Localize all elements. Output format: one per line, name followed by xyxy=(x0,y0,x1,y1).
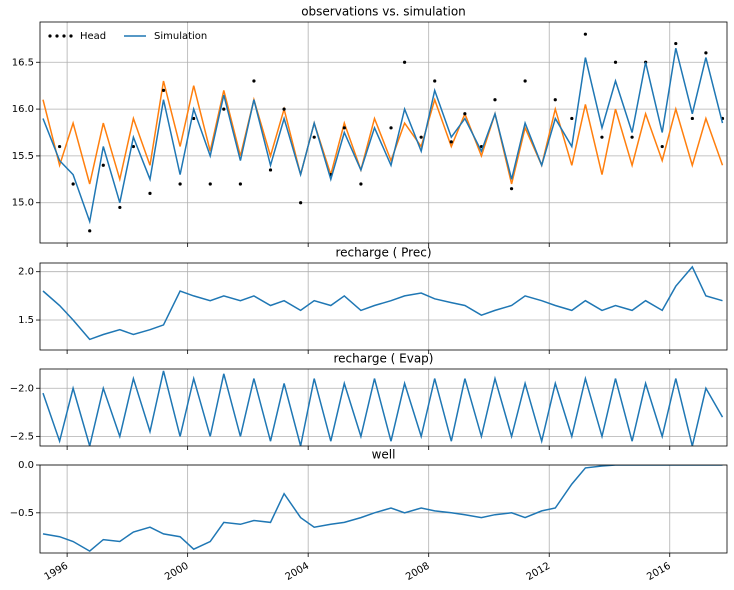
head-point xyxy=(419,135,423,139)
head-point xyxy=(509,187,514,191)
x-tick-label: 2016 xyxy=(645,561,673,583)
y-tick-label: 15.5 xyxy=(12,151,34,162)
legend-label: Head xyxy=(80,31,106,42)
head-point xyxy=(71,182,75,186)
head-point xyxy=(282,107,286,111)
head-point xyxy=(493,98,497,102)
head-point xyxy=(674,41,678,46)
x-tick-label: 2004 xyxy=(284,561,312,583)
panel-title: recharge ( Evap) xyxy=(334,352,434,366)
head-point xyxy=(630,135,634,139)
y-tick-label: −0.5 xyxy=(10,508,34,519)
head-point xyxy=(208,182,212,186)
legend-marker xyxy=(69,34,73,38)
legend-label: Simulation xyxy=(154,31,207,42)
head-point xyxy=(389,126,393,130)
head-point xyxy=(178,182,182,186)
plot-area xyxy=(42,32,725,233)
head-point xyxy=(359,182,363,186)
head-point xyxy=(553,98,557,102)
frame xyxy=(39,464,728,554)
head-point xyxy=(118,205,122,210)
frame xyxy=(39,21,728,244)
panel-title: observations vs. simulation xyxy=(301,5,466,19)
y-tick-label: 15.0 xyxy=(12,198,34,209)
head-point xyxy=(690,116,694,121)
series-line xyxy=(42,80,724,185)
x-tick-label: 2000 xyxy=(163,561,191,583)
head-point xyxy=(192,116,196,121)
x-tick-label: 1996 xyxy=(43,561,71,583)
head-point xyxy=(148,191,152,195)
x-tick-label: 2008 xyxy=(404,561,432,583)
head-point xyxy=(704,51,708,55)
head-point xyxy=(449,140,453,144)
head-point xyxy=(238,182,242,186)
y-tick-label: 16.0 xyxy=(12,104,34,115)
head-point xyxy=(613,60,618,64)
head-point xyxy=(222,107,226,111)
head-point xyxy=(342,126,346,130)
head-point xyxy=(583,32,587,36)
head-point xyxy=(463,112,467,116)
x-tick-label: 2012 xyxy=(525,561,553,583)
head-point xyxy=(252,79,256,83)
plot-area xyxy=(42,265,723,341)
head-point xyxy=(600,135,604,139)
head-point xyxy=(101,163,105,167)
legend-marker xyxy=(48,34,52,38)
plot-area xyxy=(42,465,723,553)
head-point xyxy=(312,135,316,139)
head-point xyxy=(299,201,303,205)
y-tick-label: 1.5 xyxy=(18,315,34,326)
head-point xyxy=(268,168,273,172)
frame xyxy=(39,368,728,447)
head-point xyxy=(57,144,62,149)
frame xyxy=(39,262,728,351)
head-point xyxy=(523,79,527,83)
head-point xyxy=(88,229,92,233)
series-line xyxy=(42,265,723,341)
y-tick-label: 2.0 xyxy=(18,267,34,278)
head-point xyxy=(570,116,574,121)
series-line xyxy=(42,48,724,225)
series-line xyxy=(42,370,724,446)
plot-area xyxy=(42,370,724,446)
panel-title: well xyxy=(372,448,396,462)
legend-marker xyxy=(55,34,59,38)
head-point xyxy=(161,88,166,92)
head-point xyxy=(433,79,437,83)
legend-marker xyxy=(62,34,66,38)
panel-title: recharge ( Prec) xyxy=(336,246,432,260)
head-point xyxy=(660,144,664,149)
y-tick-label: 0.0 xyxy=(18,460,34,471)
series-line xyxy=(42,465,723,553)
head-point xyxy=(131,144,136,149)
y-tick-label: 16.5 xyxy=(12,57,34,68)
y-tick-label: −2.0 xyxy=(10,383,34,394)
head-point xyxy=(402,60,407,64)
y-tick-label: −2.5 xyxy=(10,431,34,442)
